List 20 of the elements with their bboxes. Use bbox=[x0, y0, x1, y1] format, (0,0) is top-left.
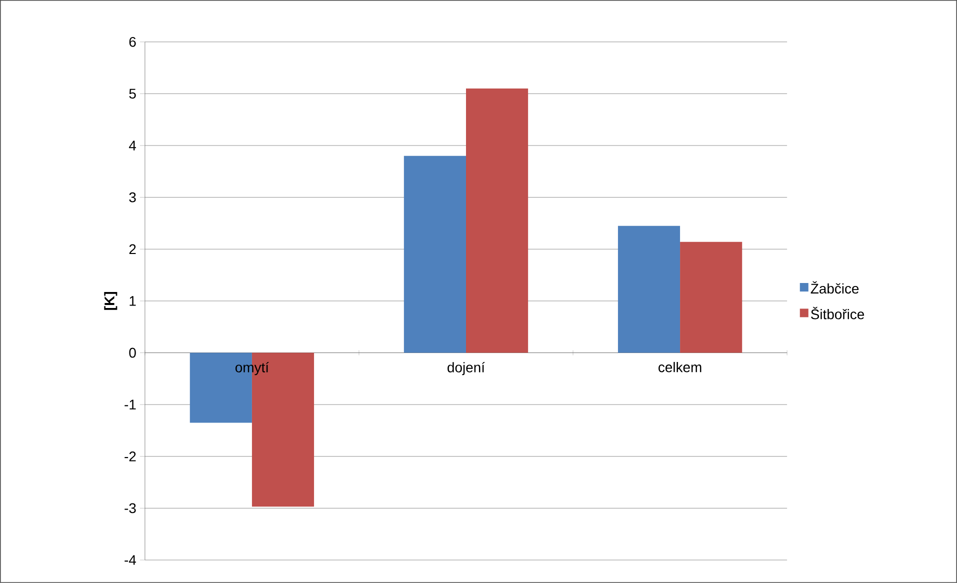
bar bbox=[404, 156, 466, 353]
legend-label: Šitbořice bbox=[811, 306, 864, 320]
y-tick-label: 0 bbox=[129, 348, 136, 358]
bar bbox=[618, 226, 680, 353]
x-tick-label: celkem bbox=[658, 362, 702, 372]
bar bbox=[466, 88, 528, 353]
y-tick-label: 3 bbox=[129, 192, 136, 202]
y-tick-label: 4 bbox=[128, 140, 136, 150]
y-axis-title: [K] bbox=[104, 292, 118, 310]
y-tick-label: 2 bbox=[129, 244, 136, 254]
y-tick-label: -3 bbox=[124, 503, 136, 514]
x-tick-label: dojení bbox=[448, 362, 485, 376]
legend-label: Žabčice bbox=[810, 281, 859, 294]
y-tick-label: -1 bbox=[124, 400, 136, 410]
y-tick-label: 6 bbox=[129, 37, 136, 47]
bar bbox=[680, 242, 742, 353]
y-tick-label: 5 bbox=[129, 88, 136, 99]
y-tick-label: -4 bbox=[124, 555, 136, 565]
y-tick-label: -2 bbox=[124, 452, 136, 462]
y-tick-label: 1 bbox=[130, 296, 136, 306]
